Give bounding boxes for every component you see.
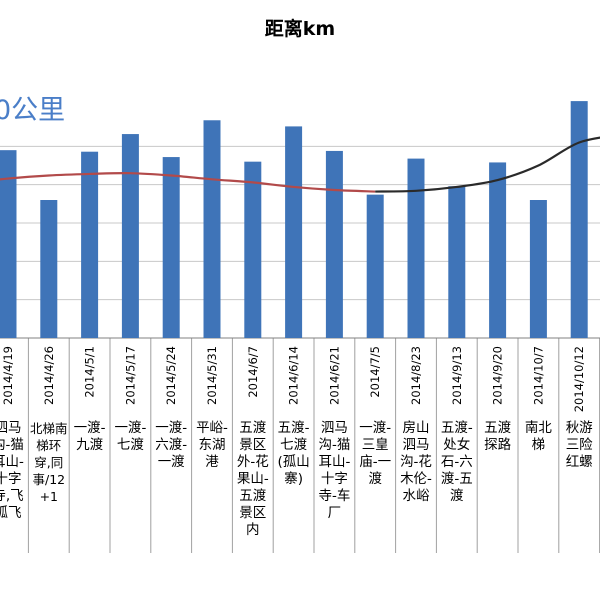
x-tick-label: 2014/5/1 xyxy=(83,346,97,398)
bar xyxy=(489,162,507,338)
x-tick-label: 2014/6/7 xyxy=(246,346,260,398)
x-tick-label: 2014/9/20 xyxy=(491,346,505,405)
bar xyxy=(407,158,425,338)
category-description: 一渡-七渡 xyxy=(114,420,147,453)
x-tick-label: 2014/7/5 xyxy=(368,346,382,398)
x-tick-label: 2014/5/17 xyxy=(123,346,137,405)
trend-line xyxy=(0,172,376,193)
x-tick-label: 2014/5/31 xyxy=(205,346,219,405)
bar xyxy=(81,151,99,338)
bar xyxy=(570,101,588,338)
category-description: 房山泗马沟-花木伦-水峪 xyxy=(400,420,432,504)
bar xyxy=(121,134,139,338)
x-tick-label: 2014/4/19 xyxy=(1,346,15,405)
category-description: 五渡-处女石-六渡-五渡 xyxy=(440,420,473,504)
bar xyxy=(162,157,180,338)
bar xyxy=(529,200,547,338)
bar xyxy=(285,126,303,339)
chart-annotation: 0公里 xyxy=(0,95,66,126)
category-description: 南北梯 xyxy=(524,420,552,453)
category-description: 五渡-七渡(孤山寨) xyxy=(277,420,310,487)
bar xyxy=(244,161,262,338)
bar xyxy=(366,194,384,338)
bar xyxy=(203,120,221,339)
category-description: 五渡景区外-花果山-五渡景区内 xyxy=(236,420,269,538)
category-description: 一渡-三皇庙-一渡 xyxy=(359,420,392,487)
x-tick-label: 2014/6/14 xyxy=(287,346,301,405)
x-tick-label: 2014/6/21 xyxy=(327,346,341,405)
x-tick-label: 2014/8/23 xyxy=(409,346,423,405)
category-description: 北梯南梯环穿,同事/12+1 xyxy=(30,421,68,504)
bar xyxy=(325,150,343,338)
category-description: 五渡探路 xyxy=(484,420,512,453)
category-description: 平峪-东湖港 xyxy=(196,420,228,470)
bar xyxy=(448,186,466,338)
category-description: 泗马沟-猫耳山-十字寺-车厂 xyxy=(318,420,351,521)
x-tick-label: 2014/4/26 xyxy=(42,346,56,405)
category-description: 一渡-九渡 xyxy=(73,420,106,453)
category-description: 秋游三险红螺 xyxy=(565,420,593,470)
x-tick-label: 2014/10/12 xyxy=(572,346,586,412)
bar xyxy=(40,200,58,338)
bar xyxy=(0,150,17,338)
x-tick-label: 2014/5/24 xyxy=(164,346,178,405)
x-tick-label: 2014/9/13 xyxy=(450,346,464,405)
category-description: 一渡-六渡-一渡 xyxy=(155,420,188,470)
category-description: 泗马沟-猫耳山-十字寺,飞狐飞 xyxy=(0,420,24,521)
chart-title: 距离km xyxy=(264,18,336,40)
x-tick-label: 2014/10/7 xyxy=(531,346,545,405)
trend-line-segment xyxy=(375,136,600,193)
